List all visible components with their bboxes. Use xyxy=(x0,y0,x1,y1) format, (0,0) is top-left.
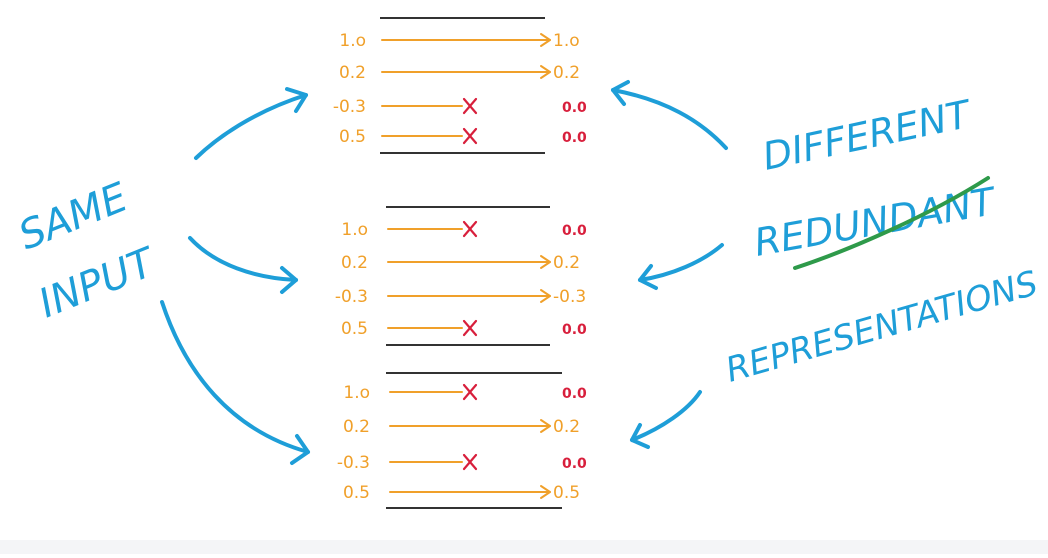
output-value: 0.5 xyxy=(553,483,580,503)
block-2: 1.o 0.0 0.2 0.2 -0.3 -0.3 0.5 0.0 xyxy=(335,206,587,346)
right-arrow-3-head xyxy=(630,423,650,449)
input-value: 0.2 xyxy=(339,63,366,83)
right-label: DIFFERENT REDUNDANT REPRESENTATIONS xyxy=(721,91,1042,390)
right-arrow-2 xyxy=(638,243,724,282)
output-value: 0.0 xyxy=(562,130,587,146)
connection-arrowhead xyxy=(540,33,551,47)
input-value: 0.5 xyxy=(343,483,370,503)
output-value: 1.o xyxy=(553,31,580,51)
network-blocks: 1.o 1.o 0.2 0.2 -0.3 0.0 0.5 0.0 1.o 0.0 0.2 0.2 -0.… xyxy=(333,17,587,509)
input-value: -0.3 xyxy=(337,453,370,473)
same-label: SAME xyxy=(13,174,135,259)
connection-arrowhead xyxy=(540,289,551,303)
right-arrow-3 xyxy=(630,390,702,442)
input-value: 1.o xyxy=(341,220,368,240)
left-arrow-3-head xyxy=(290,434,310,465)
connection-arrowhead xyxy=(540,65,551,79)
right-arrows xyxy=(611,80,728,449)
dropped-x-mark xyxy=(462,453,478,471)
x-stroke xyxy=(462,319,478,337)
right-arrow-1-head xyxy=(611,80,630,106)
output-value: 0.2 xyxy=(553,417,580,437)
dropped-x-mark xyxy=(462,319,478,337)
output-value: 0.2 xyxy=(553,63,580,83)
different-label: DIFFERENT xyxy=(759,91,977,178)
input-value: 0.5 xyxy=(341,319,368,339)
left-arrows xyxy=(160,87,310,465)
left-arrow-2 xyxy=(188,236,298,282)
output-value: 0.0 xyxy=(562,100,587,116)
output-value: 0.0 xyxy=(562,456,587,472)
dropped-x-mark xyxy=(462,383,478,401)
right-arrow-2-head xyxy=(638,264,658,290)
x-stroke xyxy=(462,383,478,401)
input-value: 0.5 xyxy=(339,127,366,147)
output-value: -0.3 xyxy=(553,287,586,307)
x-stroke xyxy=(462,97,478,115)
input-value: 1.o xyxy=(343,383,370,403)
input-value: 0.2 xyxy=(343,417,370,437)
connection-arrowhead xyxy=(540,419,551,433)
bottom-strip xyxy=(0,540,1048,554)
x-stroke xyxy=(462,220,478,238)
x-stroke xyxy=(462,453,478,471)
right-arrow-1 xyxy=(611,88,728,150)
dropped-x-mark xyxy=(462,220,478,238)
left-arrow-2-head xyxy=(280,266,298,294)
input-label: INPUT xyxy=(33,239,164,328)
connection-arrowhead xyxy=(540,485,551,499)
output-value: 0.2 xyxy=(553,253,580,273)
redundant-underline xyxy=(793,176,990,270)
input-value: 0.2 xyxy=(341,253,368,273)
x-stroke xyxy=(462,127,478,145)
output-value: 0.0 xyxy=(562,223,587,239)
dropped-x-mark xyxy=(462,97,478,115)
input-value: 1.o xyxy=(339,31,366,51)
input-value: -0.3 xyxy=(335,287,368,307)
output-value: 0.0 xyxy=(562,322,587,338)
block-1: 1.o 1.o 0.2 0.2 -0.3 0.0 0.5 0.0 xyxy=(333,17,587,154)
block-3: 1.o 0.0 0.2 0.2 -0.3 0.0 0.5 0.5 xyxy=(337,372,587,509)
same-input-label: SAME INPUT xyxy=(13,174,164,327)
output-value: 0.0 xyxy=(562,386,587,402)
dropped-x-mark xyxy=(462,127,478,145)
connection-arrowhead xyxy=(540,255,551,269)
input-value: -0.3 xyxy=(333,97,366,117)
representations-label: REPRESENTATIONS xyxy=(721,263,1042,390)
left-arrow-1 xyxy=(194,93,308,160)
left-arrow-3 xyxy=(160,300,310,454)
left-arrow-1-head xyxy=(285,87,308,113)
